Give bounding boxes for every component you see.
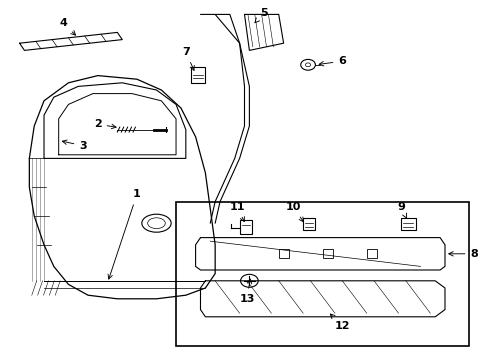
Text: 6: 6: [319, 56, 346, 66]
Text: 1: 1: [108, 189, 141, 279]
Text: 13: 13: [239, 279, 254, 304]
Text: 12: 12: [330, 314, 349, 331]
Text: 7: 7: [182, 47, 194, 70]
Text: 10: 10: [285, 202, 303, 222]
Bar: [366, 249, 376, 258]
Text: 3: 3: [62, 140, 87, 151]
Text: 4: 4: [60, 18, 75, 35]
Bar: [176, 202, 468, 346]
Bar: [303, 218, 315, 230]
Bar: [322, 249, 332, 258]
Bar: [239, 220, 251, 234]
Text: 2: 2: [94, 119, 116, 129]
Bar: [400, 218, 415, 230]
Text: 9: 9: [396, 202, 406, 218]
Text: 8: 8: [448, 249, 477, 259]
Bar: [278, 249, 288, 258]
Text: 11: 11: [229, 202, 244, 222]
Text: 5: 5: [254, 8, 267, 23]
Bar: [190, 67, 205, 83]
